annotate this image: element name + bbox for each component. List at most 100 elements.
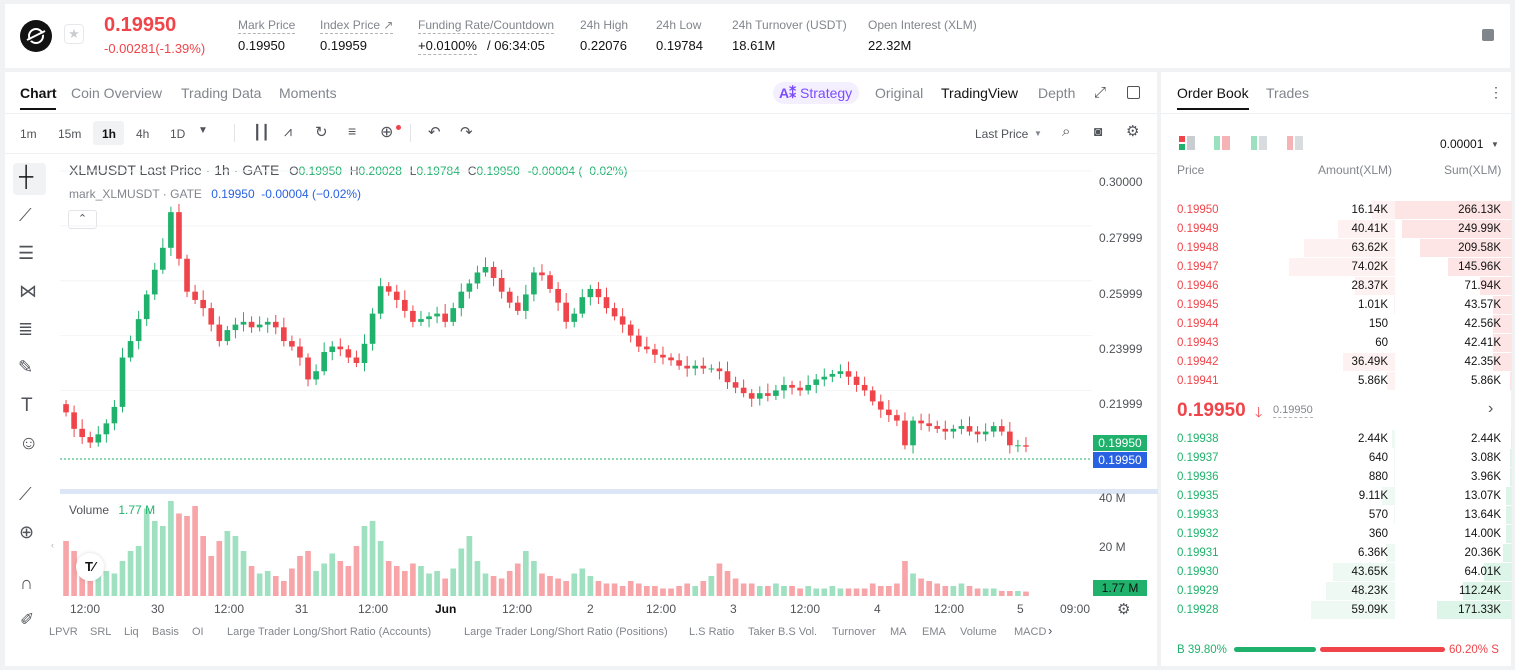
emoji-icon[interactable]: ☺ (19, 433, 39, 454)
search-icon[interactable]: ⌕ (1062, 123, 1071, 140)
collapse-legend-button[interactable]: ⌃ (68, 210, 97, 229)
indicator-ema[interactable]: EMA (922, 626, 946, 638)
indicator-l-s-ratio[interactable]: L.S Ratio (689, 626, 735, 638)
price-type-select[interactable]: Last Price (975, 127, 1029, 141)
layout-icon[interactable]: ≡ (348, 123, 357, 139)
trend-line-icon[interactable]: ⟋ (19, 205, 32, 225)
tab-trading-data[interactable]: Trading Data (181, 85, 262, 101)
zoom-in-icon[interactable]: ⊕ (19, 522, 35, 542)
bid-row[interactable]: 0.19928 59.09K 171.33K (1162, 601, 1512, 620)
replay-icon[interactable]: ↻ (315, 124, 328, 141)
interval-1d[interactable]: 1D (170, 127, 186, 141)
expand-icon[interactable]: ⤢ (1094, 84, 1107, 101)
indicator-liq[interactable]: Liq (124, 626, 139, 638)
undo-icon[interactable]: ↶ (428, 124, 441, 141)
book-both-icon[interactable] (1179, 136, 1195, 150)
indicator-taker-b-s-vol-[interactable]: Taker B.S Vol. (748, 626, 818, 638)
precision-dropdown-icon[interactable]: ▼ (1491, 140, 1499, 149)
book-bids-icon[interactable] (1251, 136, 1267, 150)
precision-select[interactable]: 0.00001 (1440, 137, 1484, 151)
tab-moments[interactable]: Moments (279, 85, 337, 101)
tab-order-book[interactable]: Order Book (1177, 85, 1249, 101)
mark-price-label[interactable]: Mark Price (238, 18, 296, 34)
indicators-icon[interactable]: ⩘ (284, 123, 292, 139)
bid-row[interactable]: 0.19932 360 14.00K (1162, 525, 1512, 544)
crosshair-icon[interactable]: ┼ (19, 166, 34, 188)
bid-row[interactable]: 0.19930 43.65K 64.01K (1162, 563, 1512, 582)
indicator-turnover[interactable]: Turnover (832, 626, 876, 638)
indicator-volume[interactable]: Volume (960, 626, 997, 638)
ask-row[interactable]: 0.19944 150 42.56K (1162, 315, 1512, 334)
indicator-lpvr[interactable]: LPVR (49, 626, 78, 638)
book-asks-icon[interactable] (1287, 136, 1303, 150)
ruler-icon[interactable]: ⟋ (19, 484, 32, 504)
ask-row[interactable]: 0.19942 36.49K 42.35K (1162, 353, 1512, 372)
bid-row[interactable]: 0.19936 880 3.96K (1162, 468, 1512, 487)
fib-icon[interactable]: ≣ (18, 319, 34, 339)
bid-row[interactable]: 0.19937 640 3.08K (1162, 449, 1512, 468)
ask-row[interactable]: 0.19945 1.01K 43.57K (1162, 296, 1512, 315)
indicator-basis[interactable]: Basis (152, 626, 179, 638)
candle-body (821, 376, 828, 380)
interval-4h[interactable]: 4h (136, 127, 150, 141)
collapse-toolbar-icon[interactable]: ‹ (51, 540, 54, 550)
index-price-label[interactable]: Index Price ↗ (320, 18, 394, 34)
tab-coin-overview[interactable]: Coin Overview (71, 85, 163, 101)
text-icon[interactable]: T (21, 395, 33, 416)
funding-rate-label[interactable]: Funding Rate/Countdown (418, 18, 555, 34)
ask-row[interactable]: 0.19941 5.86K 5.86K (1162, 372, 1512, 391)
redo-icon[interactable]: ↷ (460, 124, 473, 141)
fullscreen-icon[interactable] (1127, 86, 1140, 99)
candle-style-icon[interactable]: ┃┃ (253, 124, 270, 140)
price-chart[interactable] (60, 154, 1158, 624)
strategy-button[interactable]: A⁑ Strategy (773, 82, 859, 104)
ask-row[interactable]: 0.19946 28.37K 71.94K (1162, 277, 1512, 296)
view-tradingview[interactable]: TradingView (941, 85, 1019, 101)
price: 0.19950 (1177, 204, 1219, 216)
tradingview-logo-icon[interactable]: T⁄ (76, 553, 104, 581)
axis-settings-icon[interactable]: ⚙ (1117, 601, 1131, 618)
interval-dropdown-icon[interactable]: ▼ (198, 125, 208, 136)
bid-row[interactable]: 0.19933 570 13.64K (1162, 506, 1512, 525)
favorite-star-icon[interactable]: ★ (64, 24, 84, 44)
interval-15m[interactable]: 15m (58, 127, 82, 141)
indicator-srl[interactable]: SRL (90, 626, 112, 638)
indicator-oi[interactable]: OI (192, 626, 204, 638)
bid-row[interactable]: 0.19929 48.23K 112.24K (1162, 582, 1512, 601)
mid-mark-price[interactable]: 0.19950 (1273, 404, 1313, 418)
indicator-large-trader-long-short-ratio-positions-[interactable]: Large Trader Long/Short Ratio (Positions… (464, 626, 668, 638)
view-original[interactable]: Original (875, 85, 924, 101)
interval-1m[interactable]: 1m (20, 127, 37, 141)
chevron-right-icon[interactable]: › (1488, 400, 1494, 417)
book-both-alt-icon[interactable] (1214, 136, 1230, 150)
indicator-ma[interactable]: MA (890, 626, 907, 638)
ask-row[interactable]: 0.19949 40.41K 249.99K (1162, 220, 1512, 239)
add-alert-icon[interactable]: ⊕ (380, 124, 394, 141)
scroll-right-icon[interactable]: › (1048, 623, 1053, 638)
magnet-icon[interactable]: ∩ (20, 573, 33, 593)
camera-icon[interactable]: ◙ (1094, 123, 1103, 139)
bid-row[interactable]: 0.19938 2.44K 2.44K (1162, 430, 1512, 449)
horizontal-lines-icon[interactable]: ☰ (18, 243, 35, 263)
price-type-dropdown-icon[interactable]: ▼ (1034, 129, 1042, 138)
bid-row[interactable]: 0.19935 9.11K 13.07K (1162, 487, 1512, 506)
ask-row[interactable]: 0.19948 63.62K 209.58K (1162, 239, 1512, 258)
indicator-large-trader-long-short-ratio-accounts-[interactable]: Large Trader Long/Short Ratio (Accounts) (227, 626, 432, 638)
ask-row[interactable]: 0.19947 74.02K 145.96K (1162, 258, 1512, 277)
price: 0.19930 (1177, 566, 1219, 578)
brush-icon[interactable]: ✎ (18, 357, 34, 377)
pencil-icon[interactable]: ✐ (20, 610, 35, 629)
more-menu-icon[interactable]: ⋮ (1489, 84, 1503, 100)
view-depth[interactable]: Depth (1038, 85, 1076, 101)
bid-row[interactable]: 0.19931 6.36K 20.36K (1162, 544, 1512, 563)
settings-gear-icon[interactable]: ⚙ (1126, 123, 1140, 140)
tab-chart[interactable]: Chart (20, 85, 57, 101)
pattern-icon[interactable]: ⋈ (19, 281, 37, 301)
tab-trades[interactable]: Trades (1266, 85, 1310, 101)
indicator-macd[interactable]: MACD (1014, 626, 1047, 638)
ask-row[interactable]: 0.19950 16.14K 266.13K (1162, 201, 1512, 220)
interval-1h[interactable]: 1h (102, 127, 117, 141)
funding-rate-value[interactable]: +0.0100% (418, 38, 477, 55)
book-icon[interactable] (1482, 29, 1494, 41)
ask-row[interactable]: 0.19943 60 42.41K (1162, 334, 1512, 353)
